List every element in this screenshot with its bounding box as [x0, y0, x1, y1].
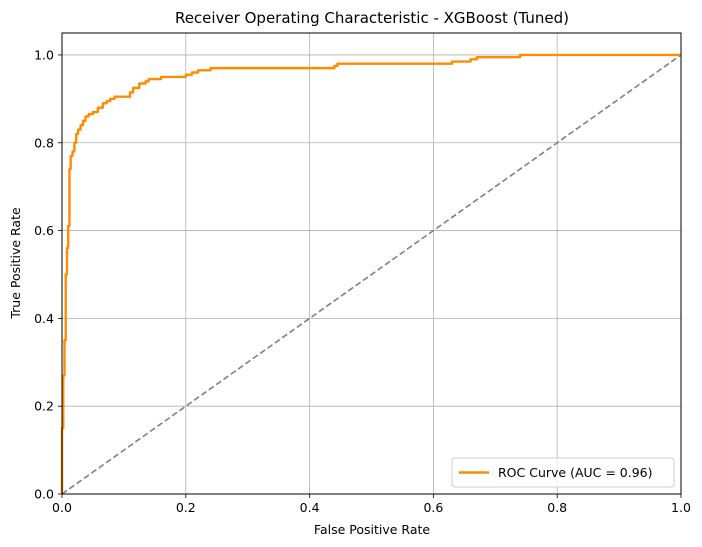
y-tick-label-5: 1.0	[34, 47, 54, 62]
legend-label-roc: ROC Curve (AUC = 0.96)	[498, 465, 653, 480]
x-tick-label-3: 0.6	[423, 500, 443, 515]
x-tick-label-4: 0.8	[547, 500, 567, 515]
plot-frame	[61, 32, 682, 495]
y-axis-ticks: 0.0 0.2 0.4 0.6 0.8 1.0	[34, 47, 62, 502]
x-tick-label-5: 1.0	[671, 500, 691, 515]
y-axis-label: True Positive Rate	[8, 207, 23, 320]
diagonal-reference-line	[61, 54, 682, 495]
x-tick-label-0: 0.0	[52, 500, 72, 515]
y-tick-label-3: 0.6	[34, 223, 54, 238]
plot-lines	[60, 53, 682, 495]
x-axis-ticks: 0.0 0.2 0.4 0.6 0.8 1.0	[52, 494, 691, 515]
x-axis-label: False Positive Rate	[314, 522, 430, 537]
chart-title: Receiver Operating Characteristic - XGBo…	[175, 9, 569, 27]
roc-curve-line	[60, 53, 681, 494]
y-tick-label-4: 0.8	[34, 135, 54, 150]
y-tick-label-2: 0.4	[34, 311, 54, 326]
x-tick-label-2: 0.4	[300, 500, 320, 515]
x-tick-label-1: 0.2	[176, 500, 196, 515]
legend-box	[451, 457, 675, 488]
grid-lines	[61, 33, 682, 495]
legend: ROC Curve (AUC = 0.96)	[451, 457, 675, 488]
y-tick-label-1: 0.2	[34, 399, 54, 414]
y-tick-label-0: 0.0	[34, 487, 54, 502]
